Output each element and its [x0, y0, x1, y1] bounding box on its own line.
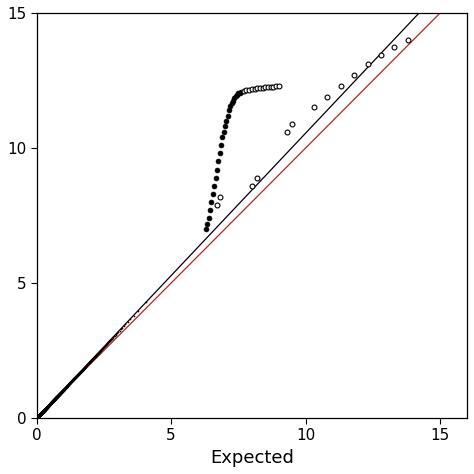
X-axis label: Expected: Expected	[210, 449, 294, 467]
